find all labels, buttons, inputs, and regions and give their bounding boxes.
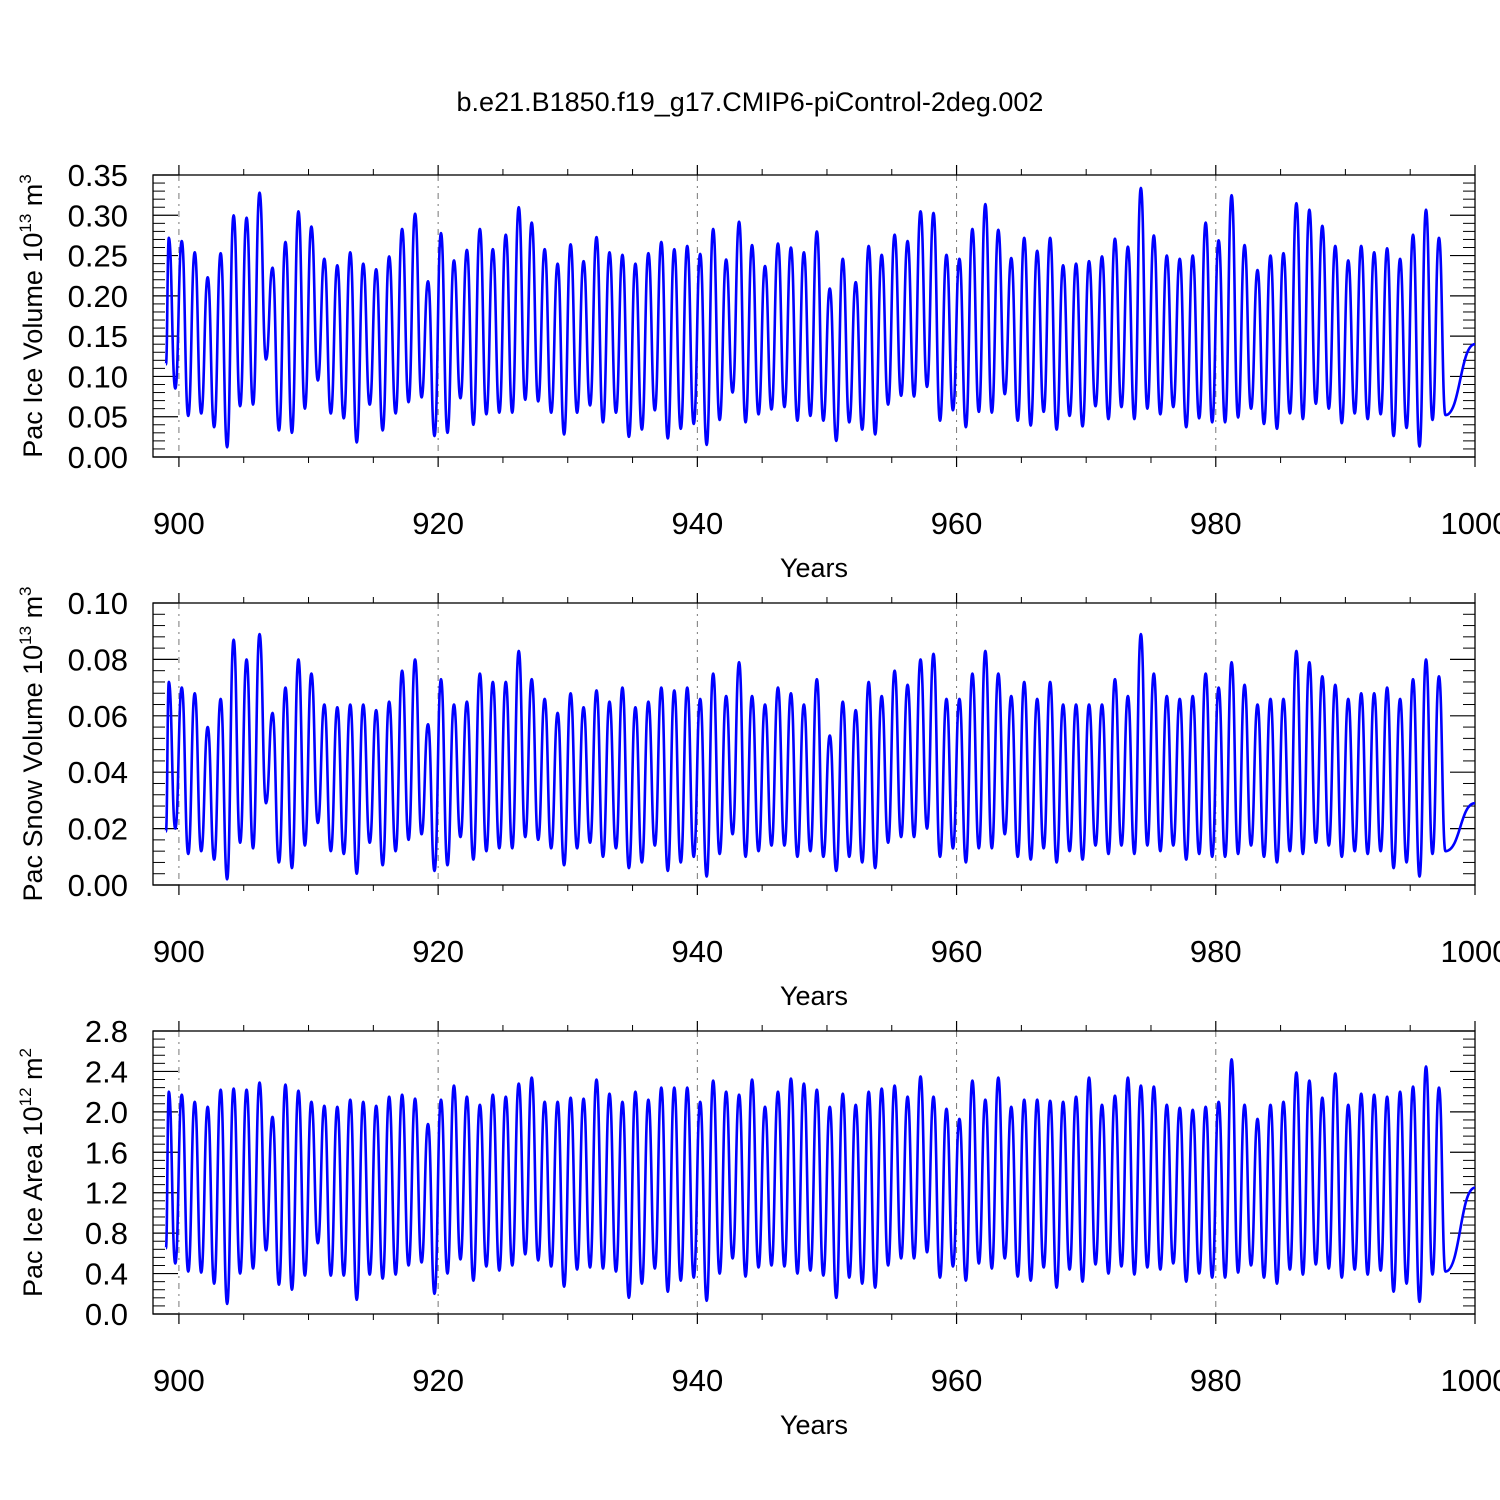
y-tick-label: 0.20 (68, 279, 128, 314)
y-axis-label-exponent: 12 (16, 1087, 35, 1106)
y-axis-label-exponent: 3 (16, 586, 35, 595)
y-axis-label: Pac Ice Volume 1013 m3 (16, 174, 48, 458)
x-tick-label: 940 (671, 1363, 723, 1398)
plot-frame (152, 602, 1476, 886)
y-axis-label-part: m (18, 184, 48, 214)
y-tick-label: 0.08 (68, 642, 128, 677)
data-series-line (164, 186, 1476, 449)
y-tick-label: 0.8 (85, 1216, 128, 1251)
y-tick-label: 0.4 (85, 1257, 128, 1292)
x-axis-label: Years (780, 1410, 848, 1440)
y-axis-label-part: Pac Ice Area 10 (18, 1106, 48, 1297)
x-tick-label: 940 (671, 506, 723, 541)
x-tick-label: 900 (153, 934, 205, 969)
y-tick-label: 0.15 (68, 319, 128, 354)
y-tick-label: 0.30 (68, 198, 128, 233)
x-tick-label: 980 (1190, 934, 1242, 969)
x-tick-label: 900 (153, 506, 205, 541)
y-tick-label: 0.0 (85, 1297, 128, 1332)
x-tick-label: 920 (412, 1363, 464, 1398)
y-axis-label-exponent: 13 (16, 626, 35, 645)
plot-frame (152, 1030, 1476, 1315)
data-series-line (164, 632, 1476, 881)
x-tick-label: 960 (931, 934, 983, 969)
x-tick-label: 960 (931, 506, 983, 541)
y-tick-label: 0.10 (68, 586, 128, 621)
y-tick-label: 2.4 (85, 1054, 128, 1089)
y-tick-label: 0.25 (68, 239, 128, 274)
y-tick-label: 2.8 (85, 1014, 128, 1049)
x-axis-label: Years (780, 553, 848, 583)
y-tick-label: 0.00 (68, 868, 128, 903)
y-tick-label: 0.04 (68, 755, 128, 790)
y-tick-label: 1.6 (85, 1135, 128, 1170)
x-tick-label: 980 (1190, 1363, 1242, 1398)
y-axis-label-exponent: 3 (16, 174, 35, 183)
x-tick-label: 960 (931, 1363, 983, 1398)
x-tick-label: 920 (412, 506, 464, 541)
y-tick-label: 0.00 (68, 440, 128, 475)
y-axis-label-part: m (18, 1057, 48, 1087)
y-axis-label-exponent: 13 (16, 214, 35, 233)
y-axis-label: Pac Snow Volume 1013 m3 (16, 586, 48, 901)
data-series-line (164, 1058, 1476, 1306)
figure-title: b.e21.B1850.f19_g17.CMIP6-piControl-2deg… (457, 87, 1044, 117)
y-tick-label: 0.02 (68, 812, 128, 847)
x-tick-label: 980 (1190, 506, 1242, 541)
y-tick-label: 1.2 (85, 1176, 128, 1211)
y-tick-label: 0.35 (68, 158, 128, 193)
y-tick-label: 2.0 (85, 1095, 128, 1130)
y-axis-label: Pac Ice Area 1012 m2 (16, 1048, 48, 1297)
x-tick-label: 920 (412, 934, 464, 969)
y-axis-label-exponent: 2 (16, 1048, 35, 1057)
plot-frame (152, 174, 1476, 458)
y-tick-label: 0.10 (68, 359, 128, 394)
y-axis-label-part: m (18, 596, 48, 626)
x-tick-label: 940 (671, 934, 723, 969)
y-tick-label: 0.06 (68, 699, 128, 734)
y-tick-label: 0.05 (68, 400, 128, 435)
x-tick-label: 900 (153, 1363, 205, 1398)
y-axis-label-part: Pac Snow Volume 10 (18, 645, 48, 902)
y-axis-label-part: Pac Ice Volume 10 (18, 233, 48, 458)
x-axis-label: Years (780, 981, 848, 1011)
